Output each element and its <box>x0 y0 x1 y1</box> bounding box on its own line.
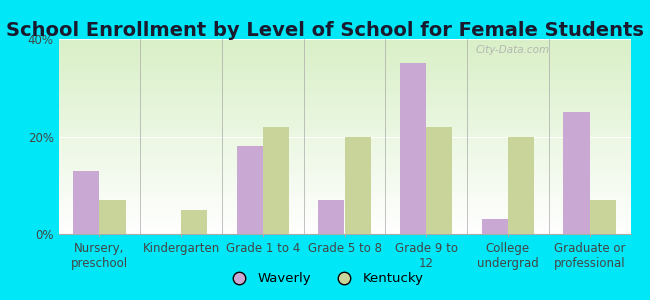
Bar <box>318 200 344 234</box>
Bar <box>426 127 452 234</box>
Bar <box>400 63 426 234</box>
Bar <box>344 136 370 234</box>
Bar <box>181 210 207 234</box>
Bar <box>73 171 99 234</box>
Bar <box>590 200 616 234</box>
Text: City-Data.com: City-Data.com <box>476 45 550 55</box>
Bar <box>508 136 534 234</box>
Legend: Waverly, Kentucky: Waverly, Kentucky <box>221 267 429 290</box>
Bar <box>263 127 289 234</box>
Bar <box>99 200 125 234</box>
Bar <box>564 112 590 234</box>
Text: School Enrollment by Level of School for Female Students: School Enrollment by Level of School for… <box>6 21 644 40</box>
Bar <box>482 219 508 234</box>
Bar <box>237 146 263 234</box>
